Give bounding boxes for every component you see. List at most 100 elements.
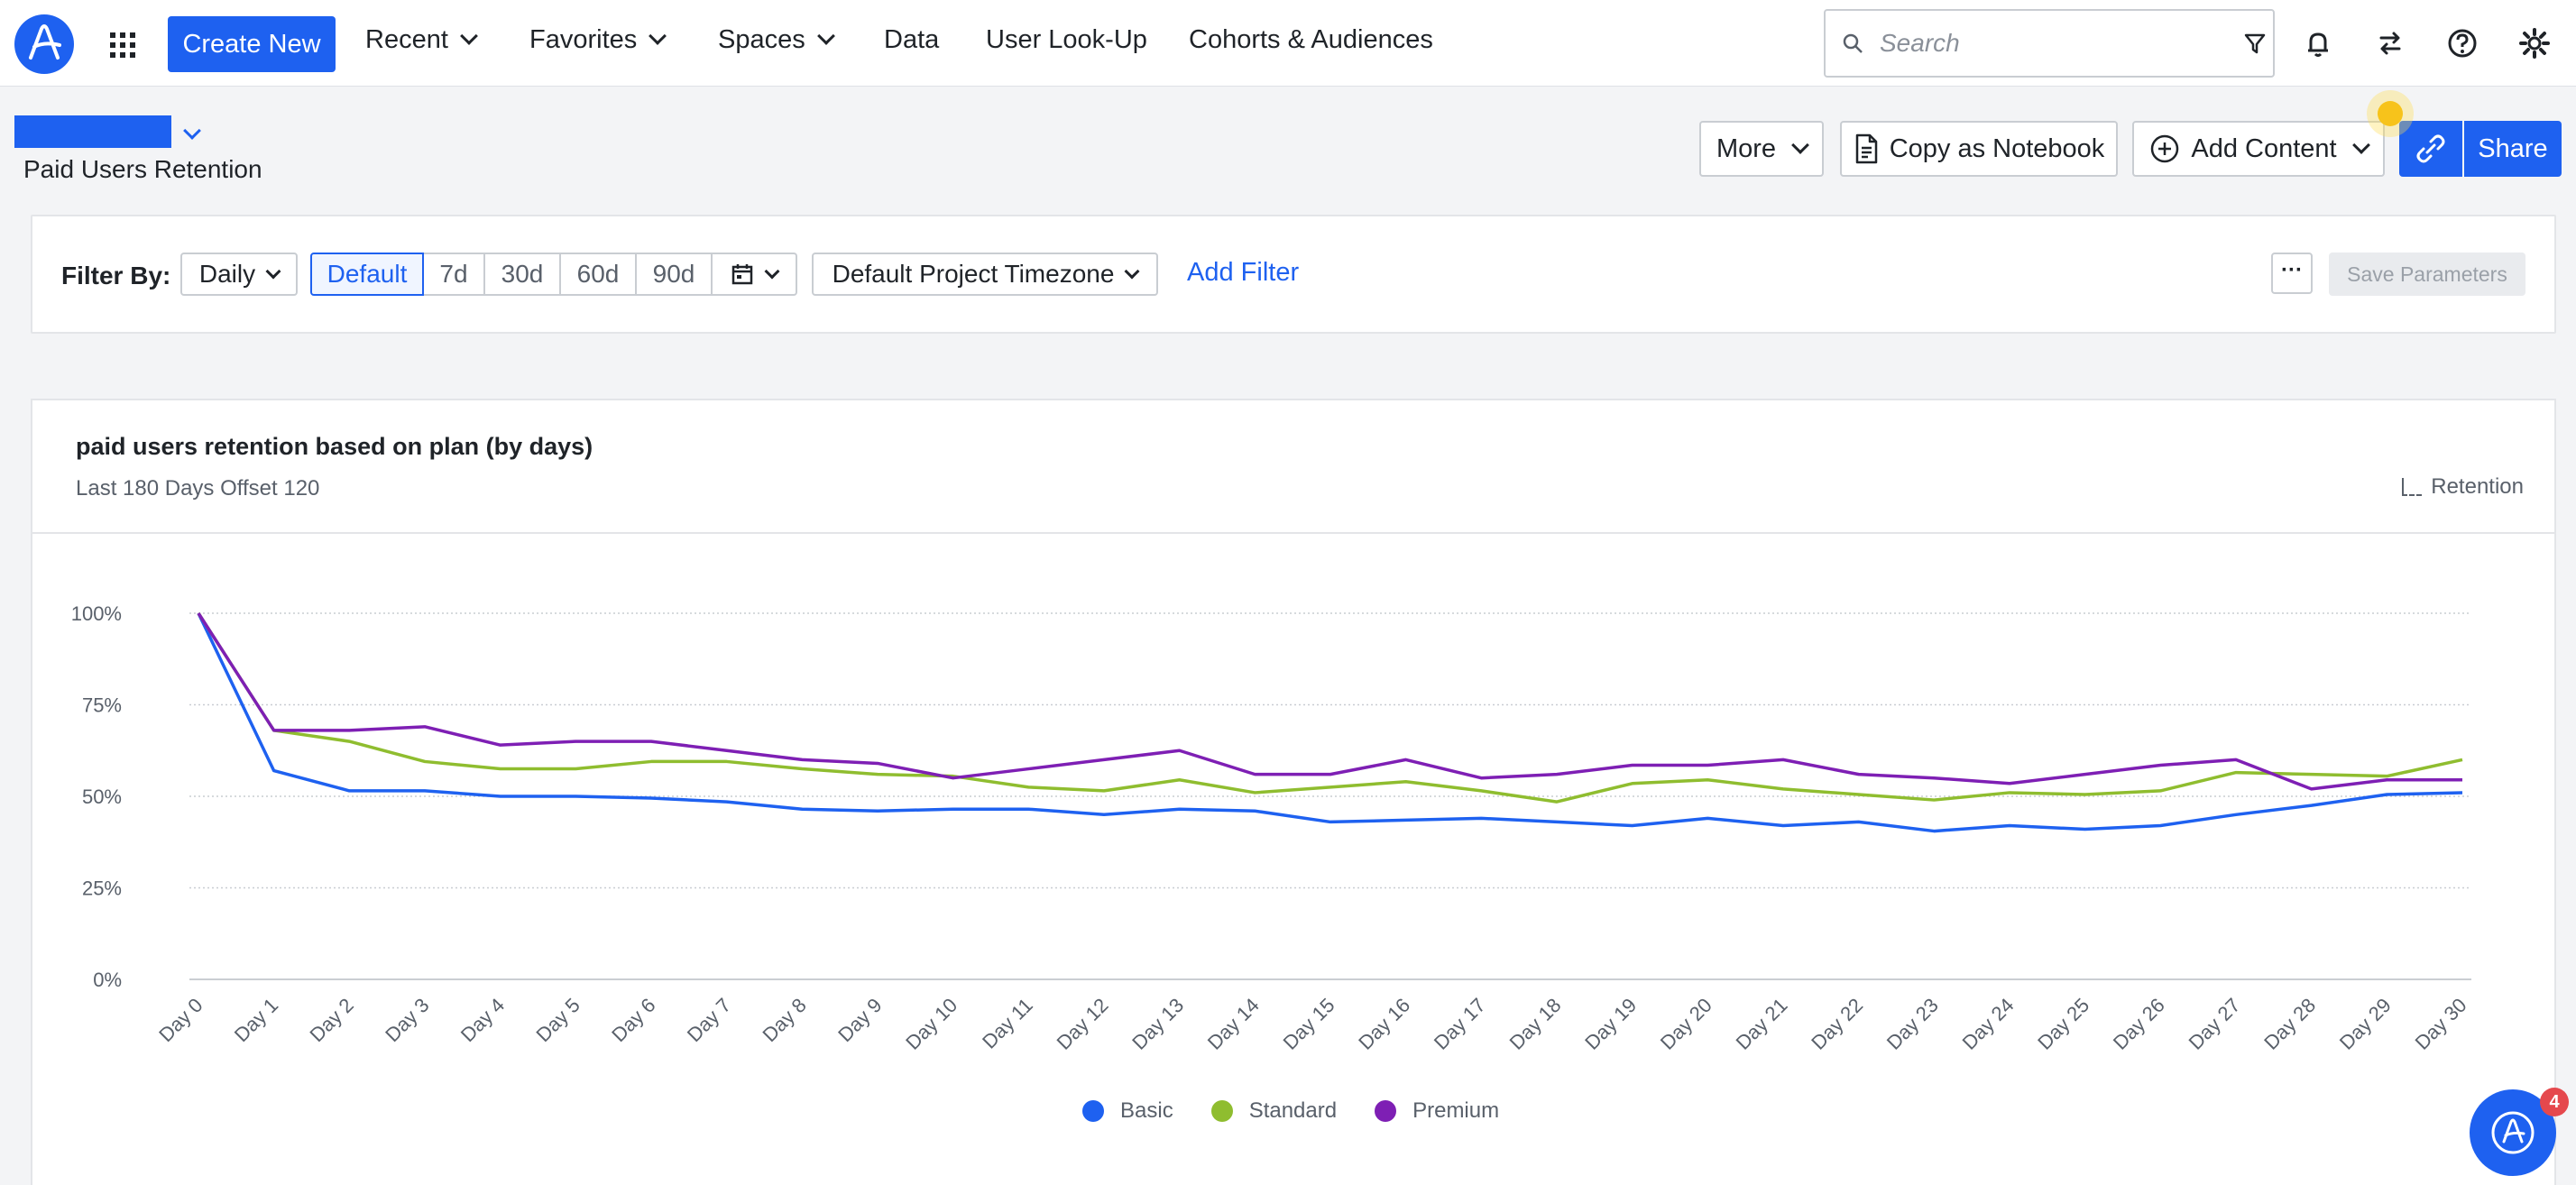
x-tick-label: Day 25 (2033, 994, 2093, 1054)
legend-swatch (1082, 1100, 1104, 1122)
range-7d[interactable]: 7d (424, 253, 485, 296)
page-title: Paid Users Retention (23, 155, 262, 183)
series-line-standard[interactable] (197, 612, 2463, 804)
range-30d[interactable]: 30d (485, 253, 561, 296)
x-tick-label: Day 6 (607, 994, 659, 1046)
gear-icon[interactable] (2516, 25, 2553, 61)
chevron-down-icon (265, 263, 281, 280)
retention-line-chart: 0% 25% 50% 75% 100% Day 0 Day 1 Day 2 Day 3 Day 4… (71, 602, 2471, 1054)
search-box[interactable] (1824, 9, 2275, 78)
x-tick-label: Day 26 (2109, 994, 2169, 1054)
x-tick-label: Day 24 (1958, 994, 2019, 1054)
nav-favorites[interactable]: Favorites (529, 25, 667, 55)
bell-icon[interactable] (2300, 25, 2336, 61)
nav-user-lookup[interactable]: User Look-Up (986, 25, 1147, 55)
chevron-down-icon (649, 27, 667, 45)
amplitude-logo-icon[interactable] (14, 14, 74, 74)
chevron-down-icon (1791, 136, 1809, 154)
timezone-dropdown[interactable]: Default Project Timezone (812, 253, 1158, 296)
document-icon (1855, 133, 1877, 164)
x-tick-label: Day 13 (1127, 994, 1188, 1054)
cursor-highlight (2367, 90, 2414, 137)
card-divider (31, 532, 2556, 534)
x-tick-label: Day 0 (154, 994, 207, 1046)
share-button[interactable]: Share (2464, 121, 2562, 177)
x-tick-label: Day 16 (1354, 994, 1414, 1054)
legend-item-premium[interactable]: Premium (1375, 1098, 1499, 1124)
legend-item-standard[interactable]: Standard (1210, 1098, 1338, 1124)
legend-swatch (1210, 1100, 1233, 1122)
apps-grid-icon[interactable] (108, 31, 137, 60)
add-content-label: Add Content (2191, 133, 2337, 163)
y-tick-label: 0% (93, 969, 122, 991)
swap-icon[interactable] (2372, 25, 2408, 61)
chevron-down-icon (1124, 263, 1140, 280)
y-tick-label: 100% (71, 602, 122, 625)
add-content-button[interactable]: Add Content (2132, 121, 2385, 177)
chevron-down-icon (764, 263, 780, 280)
interval-dropdown[interactable]: Daily (180, 253, 298, 296)
y-tick-label: 50% (82, 785, 122, 808)
x-tick-label: Day 21 (1732, 994, 1792, 1054)
series-line-premium[interactable] (197, 612, 2462, 791)
chart-legend: Basic Standard Premium (1082, 1098, 1499, 1124)
filter-by-label: Filter By: (61, 262, 171, 289)
filter-icon[interactable] (2242, 31, 2268, 58)
chart-title[interactable]: paid users retention based on plan (by d… (76, 433, 593, 460)
range-90d[interactable]: 90d (637, 253, 713, 296)
x-tick-label: Day 9 (833, 994, 886, 1046)
save-parameters-button[interactable]: Save Parameters (2329, 253, 2525, 296)
x-tick-label: Day 27 (2185, 994, 2245, 1054)
x-tick-label: Day 4 (456, 994, 509, 1046)
x-tick-label: Day 30 (2411, 994, 2471, 1054)
search-input[interactable] (1880, 25, 2204, 61)
x-tick-label: Day 10 (901, 994, 961, 1054)
space-selector[interactable] (14, 115, 171, 148)
x-tick-label: Day 15 (1279, 994, 1339, 1054)
more-label: More (1716, 133, 1777, 163)
nav-spaces[interactable]: Spaces (718, 25, 835, 55)
notification-badge: 4 (2540, 1088, 2569, 1116)
legend-label: Standard (1248, 1098, 1338, 1123)
custom-date-range[interactable] (713, 253, 797, 296)
series-line-basic[interactable] (197, 612, 2463, 833)
nav-recent[interactable]: Recent (365, 25, 478, 55)
x-tick-label: Day 20 (1656, 994, 1716, 1054)
date-range-segmented-control: Default 7d 30d 60d 90d (310, 253, 797, 296)
add-filter-link[interactable]: Add Filter (1187, 258, 1300, 287)
assistant-button[interactable] (2470, 1089, 2556, 1176)
copy-as-notebook-button[interactable]: Copy as Notebook (1840, 121, 2118, 177)
range-default[interactable]: Default (310, 253, 424, 296)
help-icon[interactable] (2444, 25, 2480, 61)
more-button[interactable]: More (1699, 121, 1824, 177)
interval-value: Daily (198, 260, 256, 288)
nav-recent-label: Recent (365, 25, 448, 54)
nav-data-label: Data (884, 25, 940, 54)
chart-type-indicator[interactable]: Retention (2402, 474, 2524, 500)
calendar-icon (731, 264, 753, 285)
nav-data[interactable]: Data (884, 25, 939, 55)
copy-link-button[interactable] (2399, 121, 2462, 177)
range-60d[interactable]: 60d (561, 253, 637, 296)
create-new-button[interactable]: Create New (168, 16, 336, 72)
x-tick-label: Day 14 (1203, 994, 1264, 1054)
x-tick-label: Day 1 (230, 994, 282, 1046)
nav-cohorts-audiences[interactable]: Cohorts & Audiences (1189, 25, 1433, 55)
x-tick-label: Day 18 (1505, 994, 1566, 1054)
nav-user-lookup-label: User Look-Up (986, 25, 1147, 54)
legend-swatch (1375, 1100, 1397, 1122)
legend-item-basic[interactable]: Basic (1082, 1098, 1173, 1124)
more-options-button[interactable]: ··· (2271, 253, 2313, 294)
x-tick-label: Day 8 (759, 994, 811, 1046)
y-tick-label: 75% (82, 694, 122, 717)
x-tick-label: Day 28 (2259, 994, 2320, 1054)
retention-chart-icon (2402, 478, 2423, 496)
nav-cohorts-label: Cohorts & Audiences (1189, 25, 1433, 54)
timezone-value: Default Project Timezone (832, 260, 1115, 288)
x-tick-label: Day 11 (978, 994, 1037, 1053)
search-icon (1843, 33, 1863, 53)
chevron-down-icon (459, 27, 478, 45)
x-tick-label: Day 19 (1580, 994, 1641, 1054)
amplitude-assistant-icon (2491, 1111, 2535, 1154)
x-tick-label: Day 2 (306, 994, 358, 1046)
